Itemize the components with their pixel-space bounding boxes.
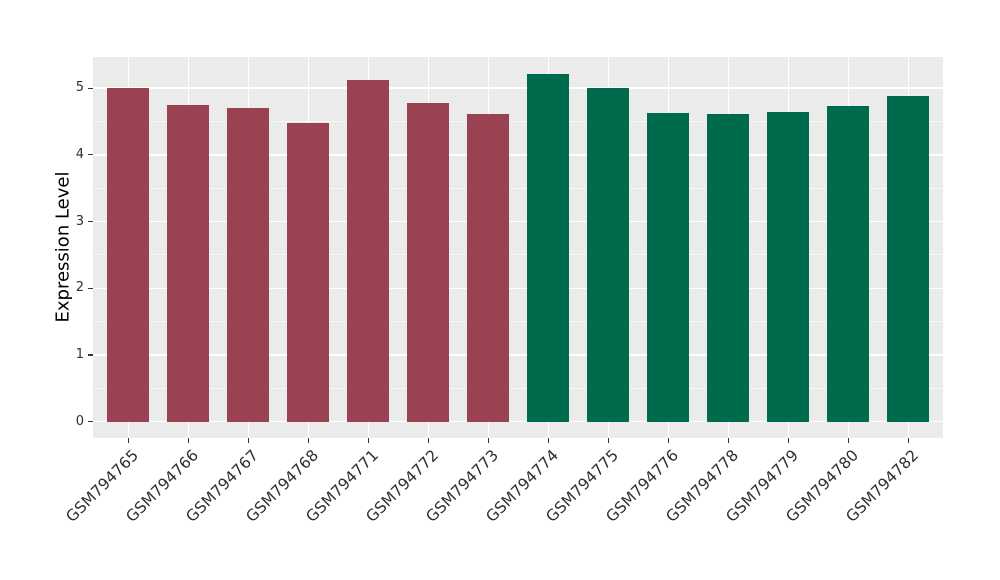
x-axis-tick [847, 438, 849, 443]
bar-GSM794782 [887, 96, 930, 422]
y-axis-tick [88, 421, 93, 423]
x-tick-label-GSM794780: GSM794780 [782, 446, 863, 526]
major-gridline [93, 220, 943, 223]
y-tick-label: 2 [75, 280, 84, 296]
bar-GSM794780 [827, 106, 870, 422]
x-tick-label-GSM794776: GSM794776 [602, 446, 683, 526]
bar-GSM794765 [107, 88, 150, 422]
y-axis-tick [88, 354, 93, 356]
minor-gridline [93, 121, 943, 123]
x-axis-tick [427, 438, 429, 443]
y-tick-label: 5 [75, 80, 84, 96]
bar-GSM794779 [767, 112, 810, 422]
bar-GSM794772 [407, 102, 450, 422]
x-axis-tick [907, 438, 909, 443]
x-axis-tick [727, 438, 729, 443]
minor-gridline [93, 387, 943, 389]
x-tick-label-GSM794767: GSM794767 [182, 446, 263, 526]
y-tick-label: 1 [75, 347, 84, 362]
bar-GSM794767 [227, 107, 270, 422]
major-gridline [93, 154, 943, 156]
x-tick-label-GSM794779: GSM794779 [722, 446, 803, 526]
x-tick-label-GSM794765: GSM794765 [62, 446, 143, 526]
x-tick-label-GSM794778: GSM794778 [662, 446, 743, 526]
x-tick-label-GSM794766: GSM794766 [122, 446, 203, 526]
x-tick-label-GSM794774: GSM794774 [482, 446, 563, 526]
bar-GSM794773 [467, 113, 510, 422]
x-tick-label-GSM794768: GSM794768 [242, 446, 323, 526]
y-axis-tick [88, 87, 93, 89]
y-axis-title: Expression Level [52, 171, 74, 323]
x-axis-tick [487, 438, 489, 443]
x-axis-tick [547, 438, 549, 443]
x-axis-tick [307, 438, 309, 443]
minor-gridline [93, 321, 943, 323]
bar-GSM794775 [587, 87, 630, 422]
minor-gridline [93, 187, 943, 189]
y-axis-tick [88, 221, 93, 223]
x-tick-label-GSM794772: GSM794772 [362, 446, 443, 526]
x-tick-label-GSM794771: GSM794771 [302, 446, 383, 526]
x-axis-tick [247, 438, 249, 443]
bar-GSM794766 [167, 104, 210, 422]
major-gridline [93, 420, 943, 423]
x-tick-label-GSM794773: GSM794773 [422, 446, 503, 526]
x-axis-tick [367, 438, 369, 443]
bar-GSM794774 [527, 74, 570, 422]
x-axis-tick [607, 438, 609, 443]
x-axis-tick [787, 438, 789, 443]
bar-GSM794771 [347, 80, 390, 422]
chart-panel [93, 57, 943, 438]
y-tick-label: 0 [75, 413, 84, 429]
bar-GSM794768 [287, 122, 330, 422]
x-tick-label-GSM794775: GSM794775 [542, 446, 623, 526]
y-axis-tick [88, 287, 93, 289]
x-tick-label-GSM794782: GSM794782 [842, 446, 923, 526]
major-gridline [93, 87, 943, 89]
major-gridline [93, 287, 943, 290]
x-axis-tick [187, 438, 189, 443]
y-tick-label: 4 [75, 146, 84, 162]
minor-gridline [93, 254, 943, 256]
bar-GSM794776 [647, 112, 690, 422]
y-axis-tick [88, 154, 93, 156]
major-gridline [93, 354, 943, 356]
x-axis-tick [127, 438, 129, 443]
x-axis-tick [667, 438, 669, 443]
y-tick-label: 3 [75, 213, 84, 229]
bar-GSM794778 [707, 114, 750, 422]
